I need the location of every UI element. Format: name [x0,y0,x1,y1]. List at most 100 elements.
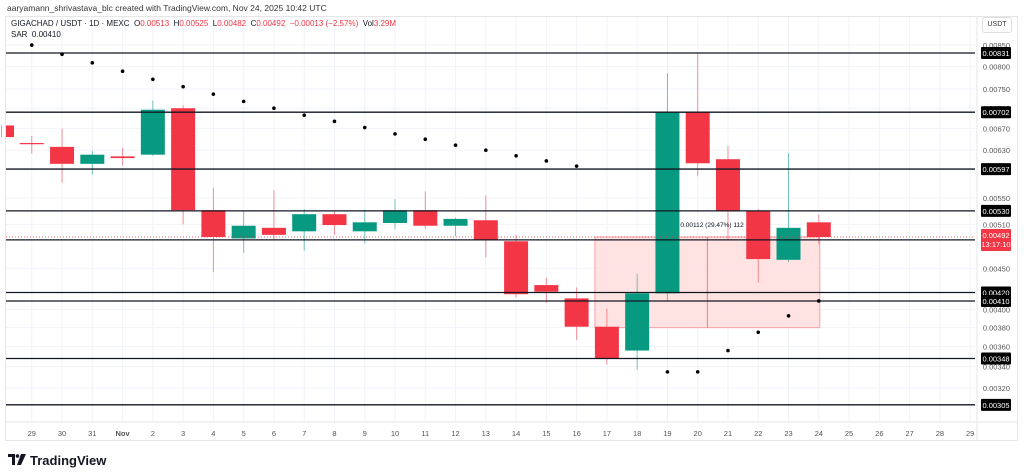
sar-dot [181,84,185,89]
candle-body[interactable] [322,214,347,226]
time-tick-label: 31 [88,429,96,438]
price-level-tag[interactable] [981,352,1011,365]
current-price-text: 0.00492 [982,231,1009,240]
candle-body[interactable] [504,241,529,295]
symbol-label[interactable]: GIGACHAD / USDT · 1D · MEXC [11,19,130,28]
candle-body[interactable] [140,109,165,155]
time-tick-label: 6 [272,429,276,438]
time-tick-label: 10 [391,429,399,438]
candle-body[interactable] [746,210,771,260]
legend-sar-row[interactable]: SAR 0.00410 [11,29,396,40]
price-level-tag[interactable] [981,47,1011,59]
candle-body[interactable] [715,159,740,211]
candle-body[interactable] [19,143,44,145]
price-tick-label: 0.00750 [983,85,1010,94]
time-tick-label: 15 [542,429,550,438]
price-level-tag-text: 0.00410 [982,297,1009,306]
time-tick-label: 26 [875,429,883,438]
measure-label: 0.00112 (29.47%) 112 [680,222,744,229]
sar-dot [241,99,246,104]
time-tick-label: 12 [451,429,459,438]
candle-body[interactable] [352,222,377,232]
candle-body[interactable] [443,218,468,226]
sar-dot [90,61,95,65]
candle-body[interactable] [594,326,619,359]
price-level-tag[interactable] [981,398,1011,411]
currency-button[interactable]: USDT [982,17,1012,33]
candle-body[interactable] [685,112,710,164]
price-level-tag-text: 0.00597 [982,165,1009,174]
time-tick-label: 13 [482,429,490,438]
time-tick-label: 22 [754,429,762,438]
sar-dot [211,92,216,96]
sar-value: 0.00410 [31,30,61,39]
time-tick-label: 5 [242,429,246,438]
sar-dot [514,154,518,158]
sar-dot [60,52,64,57]
price-level-tag-text: 0.00831 [982,49,1009,58]
time-tick-label: 29 [28,429,36,438]
sar-dot [665,370,670,374]
time-tick-label: 3 [181,429,185,438]
time-tick-label: 25 [845,429,853,438]
candle-body[interactable] [776,227,801,260]
candle-body[interactable] [171,108,196,211]
candle-body[interactable] [261,227,286,235]
price-level-tag[interactable] [981,204,1011,217]
candle-body[interactable] [201,210,226,237]
time-tick-label: 23 [784,429,792,438]
open-value: 0.00513 [140,19,170,28]
price-tick-label: 0.00550 [983,194,1010,203]
price-level-tag[interactable] [981,106,1011,119]
price-tick-label: 0.00510 [983,220,1010,229]
legend: GIGACHAD / USDT · 1D · MEXC O0.00513 H0.… [11,18,396,40]
candle-body[interactable] [231,225,256,239]
sar-dot [332,119,337,124]
candle-body[interactable] [50,146,75,164]
legend-ohlc-row: GIGACHAD / USDT · 1D · MEXC O0.00513 H0.… [11,19,397,28]
tradingview-logo-icon [8,453,26,468]
sar-dot [544,159,549,163]
candle-body[interactable] [413,210,438,226]
time-tick-label: 20 [694,429,702,438]
price-tick-label: 0.00340 [983,363,1010,372]
candle-body[interactable] [625,293,650,351]
time-tick-label: 8 [332,429,336,438]
candle-body[interactable] [6,125,14,138]
candle-body[interactable] [473,220,498,240]
price-tick-label: 0.00320 [983,384,1010,393]
high-value: 0.00525 [179,19,209,28]
time-tick-label: 7 [302,429,306,438]
candle-body[interactable] [655,112,680,294]
price-level-tag[interactable] [981,294,1011,307]
price-tick-label: 0.00800 [983,62,1010,71]
price-tick-label: 0.00670 [983,125,1010,134]
candle-body[interactable] [110,156,135,159]
sar-dot [574,164,579,168]
sar-dot [151,77,155,82]
sar-dot [423,137,428,142]
volume-value: 3.29M [373,19,397,28]
price-tick-label: 0.00450 [983,264,1010,273]
candle-body[interactable] [564,298,589,327]
sar-dot [393,132,397,136]
price-level-tag[interactable] [981,163,1011,176]
chart-frame [5,16,1018,441]
time-tick-label: 9 [363,429,367,438]
sar-dot [272,106,276,111]
close-value: 0.00492 [256,19,286,28]
candle-body[interactable] [80,154,105,164]
price-tick-label: 0.00380 [983,324,1010,333]
price-level-tag-text: 0.00305 [982,401,1009,410]
candle-body[interactable] [292,214,317,232]
time-tick-label: 17 [603,429,611,438]
attribution-text: aaryamann_shrivastava_blc created with T… [7,3,327,13]
price-tick-label: 0.00400 [983,306,1010,315]
candle-body[interactable] [383,210,408,223]
time-tick-label: 14 [512,429,520,438]
time-tick-label: Nov [115,429,130,438]
price-level-tag-text: 0.00530 [982,207,1009,216]
candle-body[interactable] [534,285,559,292]
candle-body[interactable] [806,222,831,237]
